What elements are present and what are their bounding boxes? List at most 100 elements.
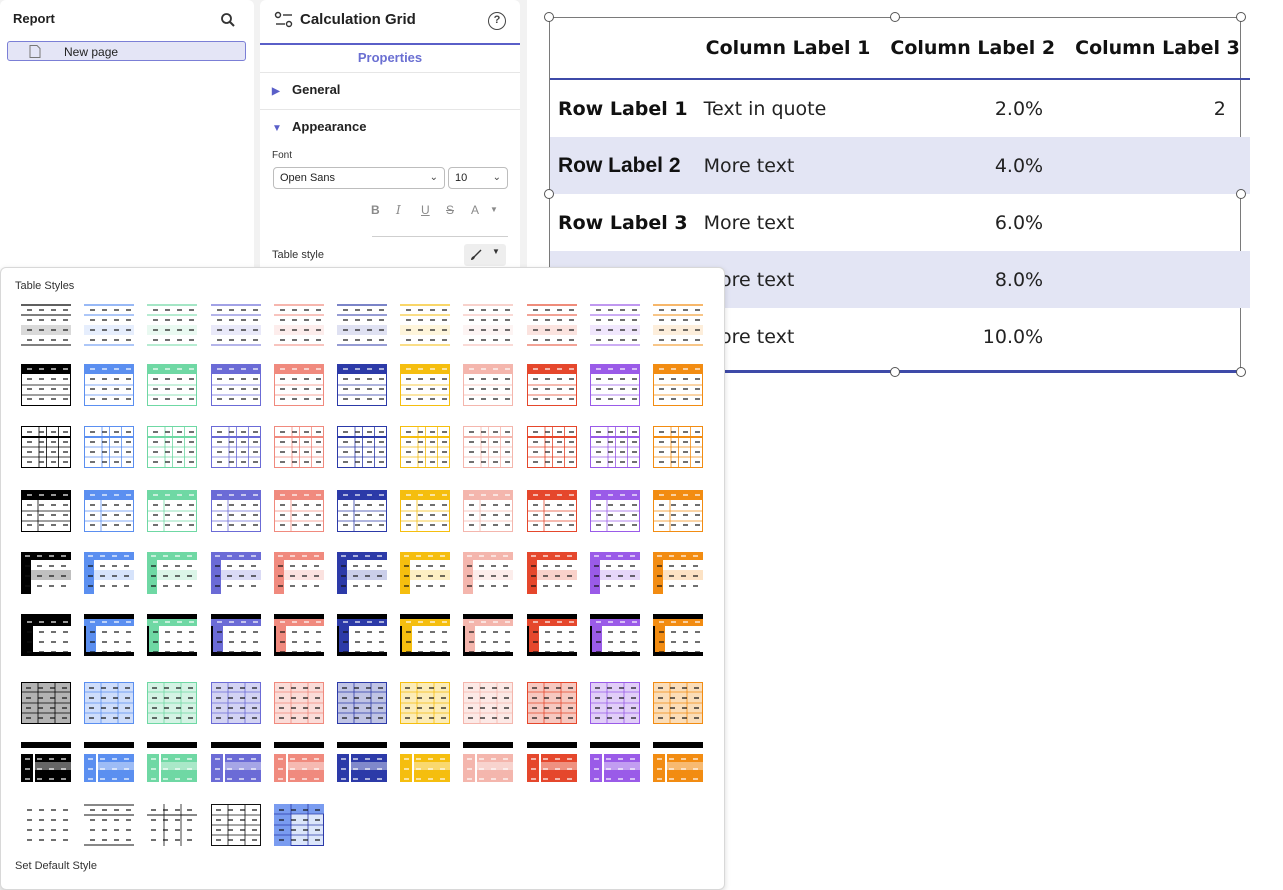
table-style-swatch[interactable] xyxy=(147,552,198,594)
underline-button[interactable]: U xyxy=(421,203,430,217)
resize-handle[interactable] xyxy=(1236,189,1246,199)
grid-cell[interactable]: More text xyxy=(703,325,795,348)
search-icon[interactable] xyxy=(219,11,237,29)
table-style-swatch[interactable] xyxy=(210,682,261,724)
table-style-swatch[interactable] xyxy=(210,742,261,784)
table-style-swatch[interactable] xyxy=(147,490,198,532)
table-style-swatch[interactable] xyxy=(84,364,135,406)
table-style-swatch[interactable] xyxy=(84,490,135,532)
table-style-swatch[interactable] xyxy=(400,742,451,784)
grid-cell[interactable]: More text xyxy=(703,211,795,234)
table-style-swatch[interactable] xyxy=(21,304,71,346)
table-style-swatch[interactable] xyxy=(84,742,135,784)
table-style-swatch[interactable] xyxy=(653,614,703,656)
grid-cell[interactable] xyxy=(1065,137,1250,194)
table-style-swatch[interactable] xyxy=(147,426,198,468)
grid-cell[interactable]: More text xyxy=(695,137,881,194)
table-style-swatch[interactable] xyxy=(273,304,324,346)
table-style-swatch[interactable] xyxy=(526,614,577,656)
table-style-swatch[interactable] xyxy=(147,364,198,406)
section-general[interactable]: ▶ General xyxy=(272,82,340,97)
table-style-swatch[interactable] xyxy=(21,552,71,594)
grid-column-header[interactable]: Column Label 2 xyxy=(880,18,1066,80)
table-style-swatch[interactable] xyxy=(653,490,703,532)
table-style-swatch[interactable] xyxy=(84,804,135,846)
table-style-swatch[interactable] xyxy=(21,490,71,532)
resize-handle[interactable] xyxy=(1236,367,1246,377)
table-style-swatch[interactable] xyxy=(526,682,577,724)
chevron-down-icon[interactable]: ▼ xyxy=(490,205,498,214)
table-style-swatch[interactable] xyxy=(589,614,640,656)
row-label[interactable]: Row Label 3 xyxy=(558,211,688,234)
table-style-swatch[interactable] xyxy=(463,364,514,406)
set-default-style-button[interactable]: Set Default Style xyxy=(15,860,97,872)
resize-handle[interactable] xyxy=(890,367,900,377)
table-style-swatch[interactable] xyxy=(463,552,514,594)
table-style-swatch[interactable] xyxy=(589,426,640,468)
section-appearance[interactable]: ▼ Appearance xyxy=(272,119,366,134)
table-style-swatch[interactable] xyxy=(400,304,451,346)
table-style-swatch[interactable] xyxy=(526,742,577,784)
resize-handle[interactable] xyxy=(544,189,554,199)
table-style-swatch[interactable] xyxy=(147,614,198,656)
grid-column-header[interactable]: Column Label 1 xyxy=(695,18,881,80)
calculation-grid[interactable]: Column Label 1 Column Label 2 Column Lab… xyxy=(549,17,1250,372)
table-style-swatch[interactable] xyxy=(210,364,261,406)
table-style-swatch[interactable] xyxy=(210,552,261,594)
table-style-swatch[interactable] xyxy=(147,804,198,846)
table-style-swatch[interactable] xyxy=(337,552,387,594)
table-style-swatch[interactable] xyxy=(21,742,71,784)
table-style-swatch[interactable] xyxy=(526,426,577,468)
bold-button[interactable]: B xyxy=(371,203,380,217)
table-style-swatch[interactable] xyxy=(337,490,387,532)
table-style-swatch[interactable] xyxy=(526,490,577,532)
table-style-swatch[interactable] xyxy=(589,364,640,406)
table-style-swatch[interactable] xyxy=(273,682,324,724)
font-size-select[interactable]: 10 ⌄ xyxy=(448,167,508,189)
table-style-swatch[interactable] xyxy=(589,682,640,724)
grid-cell[interactable] xyxy=(1065,251,1250,308)
grid-cell[interactable]: More text xyxy=(695,251,881,308)
table-style-swatch[interactable] xyxy=(337,682,387,724)
table-style-swatch[interactable] xyxy=(400,682,451,724)
table-style-swatch[interactable] xyxy=(273,364,324,406)
grid-cell[interactable]: 8.0% xyxy=(880,251,1066,308)
table-style-swatch[interactable] xyxy=(210,804,261,846)
table-style-swatch[interactable] xyxy=(273,804,324,846)
table-style-swatch[interactable] xyxy=(589,490,640,532)
table-style-swatch[interactable] xyxy=(400,426,451,468)
font-family-select[interactable]: Open Sans ⌄ xyxy=(273,167,445,189)
table-style-swatch[interactable] xyxy=(337,426,387,468)
table-style-swatch[interactable] xyxy=(337,304,387,346)
tab-properties[interactable]: Properties xyxy=(260,43,520,73)
table-style-swatch[interactable] xyxy=(463,614,514,656)
italic-button[interactable]: I xyxy=(396,203,401,217)
row-label[interactable]: Row Label 2 xyxy=(550,137,696,194)
font-color-button[interactable]: A xyxy=(471,203,480,217)
table-style-swatch[interactable] xyxy=(463,682,514,724)
table-style-swatch[interactable] xyxy=(337,614,387,656)
table-style-swatch[interactable] xyxy=(84,304,135,346)
table-style-swatch[interactable] xyxy=(463,304,514,346)
grid-cell[interactable] xyxy=(1065,308,1250,365)
resize-handle[interactable] xyxy=(890,12,900,22)
table-style-button[interactable]: ▼ xyxy=(464,244,506,266)
table-style-swatch[interactable] xyxy=(400,614,451,656)
table-style-swatch[interactable] xyxy=(273,552,324,594)
table-style-swatch[interactable] xyxy=(273,742,324,784)
table-style-swatch[interactable] xyxy=(273,426,324,468)
grid-cell[interactable]: 6.0% xyxy=(994,211,1044,234)
table-style-swatch[interactable] xyxy=(526,304,577,346)
table-style-swatch[interactable] xyxy=(210,614,261,656)
table-style-swatch[interactable] xyxy=(21,614,71,656)
table-style-swatch[interactable] xyxy=(653,304,703,346)
table-style-swatch[interactable] xyxy=(21,426,71,468)
grid-cell[interactable] xyxy=(1065,194,1250,251)
page-list-item[interactable]: New page xyxy=(7,41,246,61)
table-style-swatch[interactable] xyxy=(463,742,514,784)
table-style-swatch[interactable] xyxy=(526,552,577,594)
table-style-swatch[interactable] xyxy=(84,426,135,468)
resize-handle[interactable] xyxy=(544,12,554,22)
table-style-swatch[interactable] xyxy=(653,426,703,468)
grid-cell[interactable]: 2.0% xyxy=(994,97,1044,120)
